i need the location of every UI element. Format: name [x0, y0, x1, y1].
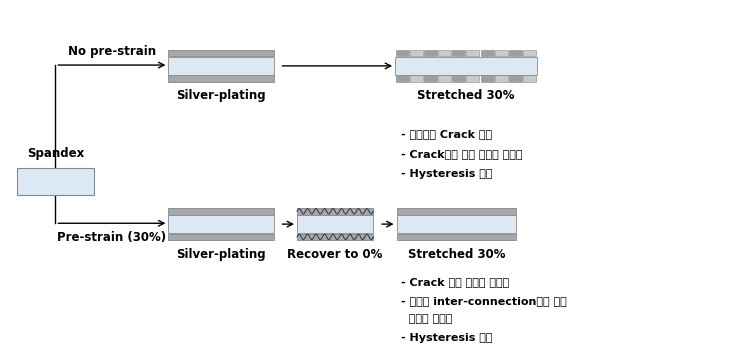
Text: Stretched 30%: Stretched 30% — [417, 89, 515, 102]
Text: Silver-plating: Silver-plating — [176, 89, 266, 102]
Text: - Crack 없이 매끄한 전도막: - Crack 없이 매끄한 전도막 — [401, 277, 509, 287]
Text: Recover to 0%: Recover to 0% — [288, 247, 383, 261]
Bar — [168, 76, 274, 82]
Text: - 높아진 inter-connection으로 인한: - 높아진 inter-connection으로 인한 — [401, 296, 567, 306]
Text: Spandex: Spandex — [27, 147, 84, 160]
Bar — [466, 76, 479, 82]
Text: - 무작위로 Crack 발생: - 무작위로 Crack 발생 — [401, 129, 492, 139]
Bar — [168, 234, 274, 240]
Bar — [509, 50, 522, 56]
Bar — [168, 50, 274, 56]
Text: - Hysteresis 발생: - Hysteresis 발생 — [401, 169, 493, 179]
Bar — [509, 76, 522, 82]
Bar — [424, 50, 437, 56]
Bar — [297, 215, 373, 233]
Bar — [452, 50, 466, 56]
Bar — [495, 50, 508, 56]
Bar — [297, 208, 373, 214]
Text: Silver-plating: Silver-plating — [176, 247, 266, 261]
Bar — [481, 50, 493, 56]
Bar — [424, 76, 437, 82]
Bar — [481, 76, 493, 82]
Bar — [397, 215, 516, 233]
Bar — [168, 215, 274, 233]
Text: - Crack으로 인한 전기적 불안정: - Crack으로 인한 전기적 불안정 — [401, 149, 523, 159]
Text: Pre-strain (30%): Pre-strain (30%) — [57, 231, 166, 244]
Bar — [438, 50, 451, 56]
Bar — [168, 57, 274, 75]
Bar — [395, 50, 408, 56]
Bar — [410, 76, 423, 82]
Bar — [523, 50, 536, 56]
Bar — [297, 234, 373, 240]
Bar — [523, 76, 536, 82]
Bar — [466, 50, 479, 56]
Text: Stretched 30%: Stretched 30% — [408, 247, 505, 261]
Bar — [168, 208, 274, 214]
Bar — [438, 76, 451, 82]
Bar — [397, 234, 516, 240]
Text: 전기적 안정성: 전기적 안정성 — [401, 314, 452, 324]
Bar — [495, 76, 508, 82]
Bar — [452, 76, 466, 82]
Bar — [395, 76, 408, 82]
Text: - Hysteresis 없음: - Hysteresis 없음 — [401, 333, 493, 343]
Text: No pre-strain: No pre-strain — [68, 45, 156, 58]
Bar — [397, 208, 516, 214]
Bar — [410, 50, 423, 56]
Bar — [395, 57, 537, 75]
Bar — [18, 168, 94, 195]
